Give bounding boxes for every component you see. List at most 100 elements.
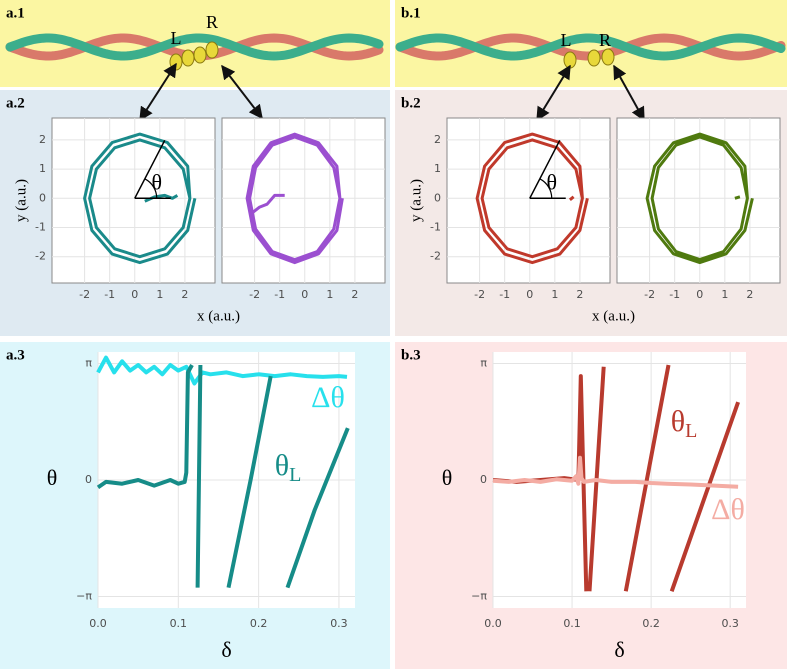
annotation-subscript: L bbox=[685, 420, 697, 442]
x-tick-label: -2 bbox=[249, 288, 260, 301]
loop-bead bbox=[193, 46, 207, 64]
annotation: θL bbox=[275, 449, 302, 486]
data-line bbox=[96, 364, 350, 589]
x-tick-label: 1 bbox=[721, 288, 728, 301]
y-axis-label: y (a.u.) bbox=[408, 179, 424, 222]
loop-label: L bbox=[171, 28, 182, 48]
y-tick-label: π bbox=[480, 356, 487, 369]
y-tick-label: 1 bbox=[434, 162, 441, 175]
loop-bead bbox=[587, 49, 601, 67]
helix-strand bbox=[5, 33, 384, 61]
angle-arc bbox=[144, 178, 158, 199]
x-tick-label: 2 bbox=[576, 288, 583, 301]
angle-arc bbox=[539, 178, 553, 199]
x-tick-label: -1 bbox=[104, 288, 115, 301]
x-tick-label: -1 bbox=[669, 288, 680, 301]
panel-label: a.2 bbox=[6, 95, 25, 111]
loop-label: R bbox=[206, 12, 218, 32]
angle-label: θ bbox=[151, 169, 162, 194]
panel-label: b.3 bbox=[401, 347, 421, 363]
y-tick-label: 0 bbox=[434, 191, 441, 204]
x-tick-label: 0.3 bbox=[330, 617, 348, 630]
data-line bbox=[475, 132, 589, 265]
loop-label: R bbox=[599, 30, 611, 50]
loop-bead bbox=[205, 41, 219, 59]
y-tick-label: 2 bbox=[39, 133, 46, 146]
molecule bbox=[5, 33, 786, 71]
loop-bead bbox=[169, 53, 183, 71]
x-axis-label: x (a.u.) bbox=[197, 308, 240, 324]
annotation-text: Δθ bbox=[311, 381, 345, 414]
annotation: Δθ bbox=[311, 381, 345, 414]
data-line bbox=[492, 455, 739, 489]
annotation: θL bbox=[671, 405, 698, 442]
y-tick-label: 2 bbox=[434, 133, 441, 146]
data-line bbox=[96, 355, 348, 386]
annotation-text: θ bbox=[275, 449, 289, 482]
y-tick-label: -2 bbox=[430, 250, 441, 263]
x-tick-label: 0.0 bbox=[484, 617, 502, 630]
plot-area bbox=[51, 117, 216, 284]
y-tick-label: 0 bbox=[480, 473, 487, 486]
y-tick-label: −π bbox=[76, 590, 92, 603]
x-tick-label: 2 bbox=[746, 288, 753, 301]
x-axis-label: δ bbox=[614, 637, 624, 662]
x-tick-label: 0 bbox=[131, 288, 138, 301]
x-tick-label: -2 bbox=[644, 288, 655, 301]
y-tick-label: 0 bbox=[85, 473, 92, 486]
x-axis-label: x (a.u.) bbox=[592, 308, 635, 324]
x-tick-label: 0.3 bbox=[721, 617, 739, 630]
y-tick-label: -2 bbox=[35, 250, 46, 263]
x-tick-label: -2 bbox=[79, 288, 90, 301]
arrows bbox=[139, 62, 645, 122]
annotation: Δθ bbox=[711, 493, 745, 526]
arrow bbox=[613, 64, 645, 122]
y-tick-label: 1 bbox=[39, 162, 46, 175]
panel-label: a.1 bbox=[6, 5, 25, 21]
y-tick-label: -1 bbox=[35, 221, 46, 234]
y-tick-label: −π bbox=[471, 590, 487, 603]
x-tick-label: 2 bbox=[351, 288, 358, 301]
panel-label: b.1 bbox=[401, 5, 421, 21]
x-tick-label: 0 bbox=[526, 288, 533, 301]
panel-label: a.3 bbox=[6, 347, 25, 363]
x-tick-label: 1 bbox=[326, 288, 333, 301]
x-axis-label: δ bbox=[221, 637, 231, 662]
annotation-subscript: L bbox=[289, 464, 301, 486]
helix-strand bbox=[395, 33, 786, 61]
y-tick-label: 0 bbox=[39, 191, 46, 204]
angle-line bbox=[134, 139, 166, 199]
loop-bead bbox=[181, 49, 195, 67]
loop-bead bbox=[563, 51, 577, 69]
annotation-text: θ bbox=[671, 405, 685, 438]
angle-line bbox=[529, 139, 561, 199]
y-tick-label: -1 bbox=[430, 221, 441, 234]
arrow bbox=[536, 64, 571, 122]
x-tick-label: 0 bbox=[696, 288, 703, 301]
y-tick-label: π bbox=[85, 356, 92, 369]
x-tick-label: 2 bbox=[181, 288, 188, 301]
annotation-text: Δθ bbox=[711, 493, 745, 526]
x-tick-label: 1 bbox=[156, 288, 163, 301]
arrow bbox=[139, 62, 177, 122]
y-axis-label: y (a.u.) bbox=[13, 179, 29, 222]
arrow bbox=[221, 64, 263, 120]
loop-bead bbox=[601, 48, 615, 66]
x-tick-label: -1 bbox=[274, 288, 285, 301]
loop-label: L bbox=[561, 30, 572, 50]
y-axis-label: θ bbox=[442, 465, 453, 490]
x-tick-label: -2 bbox=[474, 288, 485, 301]
panel-label: b.2 bbox=[401, 95, 421, 111]
x-tick-label: 0.2 bbox=[250, 617, 268, 630]
x-tick-label: 1 bbox=[551, 288, 558, 301]
x-tick-label: 0.0 bbox=[89, 617, 107, 630]
x-tick-label: 0 bbox=[301, 288, 308, 301]
x-tick-label: 0.1 bbox=[170, 617, 188, 630]
x-tick-label: 0.2 bbox=[642, 617, 660, 630]
data-line bbox=[645, 132, 754, 265]
x-tick-label: 0.1 bbox=[563, 617, 581, 630]
angle-label: θ bbox=[546, 169, 557, 194]
y-axis-label: θ bbox=[47, 465, 58, 490]
data-line bbox=[245, 132, 344, 265]
